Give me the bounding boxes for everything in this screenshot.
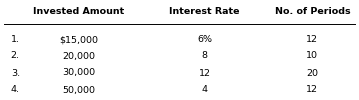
Text: 4: 4 <box>202 86 208 94</box>
Text: 50,000: 50,000 <box>62 86 95 94</box>
Text: 30,000: 30,000 <box>62 68 95 78</box>
Text: $15,000: $15,000 <box>60 36 98 44</box>
Text: 20: 20 <box>306 68 318 78</box>
Text: 2.: 2. <box>11 52 20 60</box>
Text: No. of Periods: No. of Periods <box>275 8 350 16</box>
Text: 12: 12 <box>199 68 211 78</box>
Text: 4.: 4. <box>11 86 20 94</box>
Text: 6%: 6% <box>197 36 212 44</box>
Text: Invested Amount: Invested Amount <box>33 8 125 16</box>
Text: 8: 8 <box>202 52 208 60</box>
Text: 10: 10 <box>306 52 318 60</box>
Text: 3.: 3. <box>11 68 20 78</box>
Text: 12: 12 <box>306 36 318 44</box>
Text: 20,000: 20,000 <box>62 52 95 60</box>
Text: 1.: 1. <box>11 36 20 44</box>
Text: 12: 12 <box>306 86 318 94</box>
Text: Interest Rate: Interest Rate <box>169 8 240 16</box>
